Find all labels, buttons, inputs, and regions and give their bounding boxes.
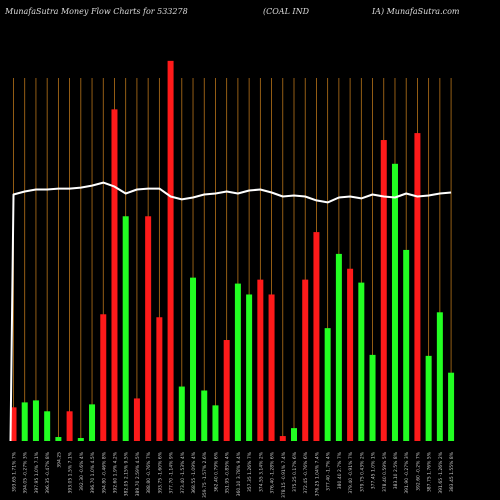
x-tick-label: 388.80 -0.76% 7% xyxy=(146,451,152,493)
bar xyxy=(44,411,51,441)
bar xyxy=(89,404,96,441)
x-tick-label: 383.10 2.5% 8% xyxy=(393,451,399,489)
bar xyxy=(302,279,309,441)
x-tick-label: 393.75 -1.60% 6% xyxy=(157,451,163,493)
bar xyxy=(313,232,320,441)
bar xyxy=(279,436,286,441)
x-tick-label: 389.70 2.59% 4.5% xyxy=(135,451,141,496)
x-tick-label: 391.90 -0.27% 3% xyxy=(404,451,410,493)
x-tick-label: 382.05 2.15% 9.5% xyxy=(124,451,130,496)
bar xyxy=(133,398,140,441)
bar xyxy=(391,163,398,442)
bar xyxy=(100,314,107,441)
x-tick-label: 368.55 -1.09% 4% xyxy=(191,451,197,493)
x-tick-label: 394.80 -0.46% 8% xyxy=(101,451,107,493)
bar xyxy=(436,312,443,441)
bar xyxy=(403,249,410,441)
bar xyxy=(324,328,331,441)
bar xyxy=(190,277,197,441)
bar xyxy=(21,402,28,441)
x-tick-label: 378.40 0.59% 5% xyxy=(382,451,388,492)
x-tick-label: 373.40 -1.53% 4% xyxy=(180,451,186,493)
chart-header-middle: (COAL IND xyxy=(263,7,310,16)
bar xyxy=(122,216,129,441)
bar xyxy=(201,390,208,441)
x-tick-label: 375.25 0.17% 6% xyxy=(292,451,298,492)
x-tick-label: 394.25 xyxy=(56,452,62,468)
bar xyxy=(425,355,432,441)
x-tick-label: 376.40 -1.28% 6% xyxy=(270,451,276,493)
x-tick-label: 391.65 -1.26% 2% xyxy=(438,451,444,493)
x-tick-label: 362.40 0.79% 6% xyxy=(213,451,219,492)
bar xyxy=(268,294,275,441)
x-tick-label: 396.70 1.0% 4.5% xyxy=(90,451,96,493)
x-tick-label: 357.35 1.26% 7% xyxy=(247,451,253,492)
x-tick-label: 392.60 1.9% 4.2% xyxy=(112,451,118,493)
bar xyxy=(223,340,230,441)
x-tick-label: 392.30 -0.6% 4% xyxy=(79,451,85,491)
x-tick-label: 380.40 2.7% 7% xyxy=(337,451,343,489)
line-series xyxy=(9,181,452,442)
bar xyxy=(77,438,84,441)
bar xyxy=(212,405,219,441)
x-tick-label: 397.95 1.0% 7.1% xyxy=(34,451,40,493)
chart-header-left: MunafaSutra Money Flow Charts for 533278 xyxy=(5,7,188,16)
x-tick-label: 360.10 3.78% 9.4% xyxy=(236,451,242,496)
bar xyxy=(66,411,73,441)
bar xyxy=(10,407,17,441)
x-tick-label: 379.75 0.43% 2% xyxy=(359,451,365,492)
bar xyxy=(335,253,342,441)
x-tick-labels: 393.65 1.71% 7% 394.05 -0.27% 3% 397.95 1.… xyxy=(12,451,456,498)
money-flow-line xyxy=(9,181,452,442)
x-tick-label: 372.45 -0.76% 6% xyxy=(303,451,309,493)
x-tick-label: 387.75 1.76% 5% xyxy=(427,451,433,492)
x-tick-label: 376.25 1.04% 7.4% xyxy=(314,451,320,496)
chart-header-right: IA) MunafaSutra.com xyxy=(372,7,460,16)
bar xyxy=(358,282,365,441)
bar xyxy=(414,133,421,442)
bar xyxy=(111,109,118,441)
bar xyxy=(380,140,387,442)
x-tick-label: 374.55 3.14% 2% xyxy=(258,451,264,492)
x-tick-label: 383.45 1.55% 8% xyxy=(449,451,455,492)
x-tick-label: 393.65 1.71% 7% xyxy=(12,451,18,492)
x-tick-label: 359.75 -1.57% 2.6% xyxy=(202,451,208,498)
bar-series xyxy=(10,60,455,442)
bar xyxy=(167,60,174,442)
x-tick-label: 377.70 -1.14% 9% xyxy=(169,451,175,493)
bar xyxy=(257,279,264,441)
bar xyxy=(369,354,376,441)
x-tick-label: 377.45 1.0% 1% xyxy=(371,451,377,489)
x-tick-label: 392.60 -0.2% 7% xyxy=(415,451,421,491)
x-tick-label: 393.05 1.5% 7.1% xyxy=(68,451,74,493)
bar xyxy=(156,317,163,441)
bar xyxy=(234,283,241,441)
bar xyxy=(448,372,455,441)
bar xyxy=(246,294,253,441)
bar xyxy=(55,437,62,441)
bar xyxy=(145,216,152,441)
x-tick-label: 378.15 -0.91% 7.4% xyxy=(281,451,287,498)
bar xyxy=(178,386,185,441)
x-tick-label: 379.40 -0.91% 7% xyxy=(348,451,354,493)
x-tick-label: 377.40 -1.7% 4% xyxy=(326,451,332,491)
x-tick-label: 351.95 -0.85% 4% xyxy=(225,451,231,493)
bar xyxy=(32,400,39,441)
bar xyxy=(347,268,354,441)
x-tick-label: 396.35 -0.47% 8% xyxy=(45,451,51,493)
x-tick-label: 394.05 -0.27% 3% xyxy=(23,451,29,493)
bar xyxy=(291,428,297,441)
